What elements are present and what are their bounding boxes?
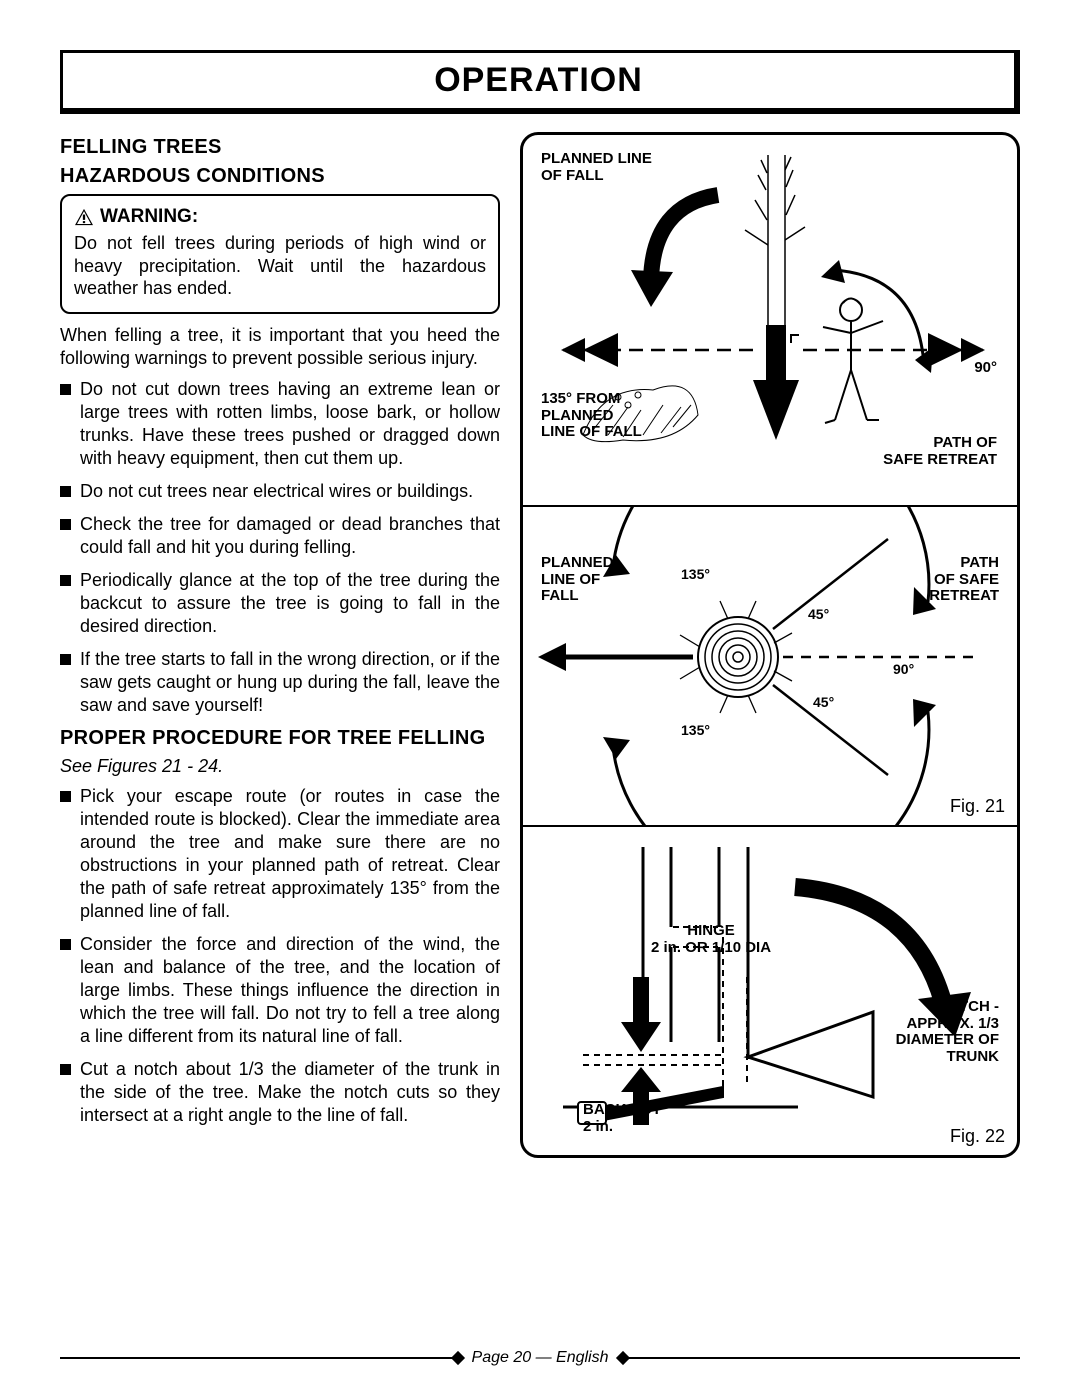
- footer-rule-left: [60, 1357, 458, 1359]
- see-figures: See Figures 21 - 24.: [60, 756, 500, 777]
- list-item: Cut a notch about 1/3 the diameter of th…: [60, 1058, 500, 1127]
- warning-icon: [74, 208, 94, 226]
- heading-felling: FELLING TREES: [60, 136, 500, 159]
- figure-22: HINGE 2 in. OR 1/10 DIA NOTCH - APPROX. …: [523, 825, 1017, 1155]
- fig21-caption: Fig. 21: [950, 796, 1005, 817]
- heading-hazardous: HAZARDOUS CONDITIONS: [60, 165, 500, 188]
- label-planned-line-mid: PLANNED LINE OF FALL: [541, 555, 614, 605]
- columns: FELLING TREES HAZARDOUS CONDITIONS WARNI…: [60, 132, 1020, 1158]
- label-45a: 45°: [808, 607, 829, 622]
- label-path-retreat-mid: PATH OF SAFE RETREAT: [929, 555, 999, 605]
- warning-label: WARNING:: [100, 206, 198, 228]
- page: OPERATION FELLING TREES HAZARDOUS CONDIT…: [0, 0, 1080, 1397]
- list-item: If the tree starts to fall in the wrong …: [60, 648, 500, 717]
- figure-container: PLANNED LINE OF FALL 90° 135° FROM PLANN…: [520, 132, 1020, 1158]
- list-item: Check the tree for damaged or dead branc…: [60, 513, 500, 559]
- heading-proper: PROPER PROCEDURE FOR TREE FELLING: [60, 727, 500, 750]
- list-item: Do not cut trees near electrical wires o…: [60, 480, 500, 503]
- figure-21-top: PLANNED LINE OF FALL 90° 135° FROM PLANN…: [523, 135, 1017, 505]
- label-notch: NOTCH - APPROX. 1/3 DIAMETER OF TRUNK: [896, 999, 999, 1065]
- intro-paragraph: When felling a tree, it is important tha…: [60, 324, 500, 370]
- section-title: OPERATION: [434, 61, 643, 99]
- warning-header: WARNING:: [74, 206, 486, 228]
- label-planned-line-top: PLANNED LINE OF FALL: [541, 151, 652, 184]
- label-hinge: HINGE 2 in. OR 1/10 DIA: [651, 923, 771, 956]
- column-left: FELLING TREES HAZARDOUS CONDITIONS WARNI…: [60, 132, 500, 1158]
- label-90-mid: 90°: [893, 662, 914, 677]
- section-title-box: OPERATION: [60, 50, 1020, 114]
- warning-box: WARNING: Do not fell trees during period…: [60, 194, 500, 314]
- figure-21-bottom: PLANNED LINE OF FALL 135° 135° 45° 45° 9…: [523, 505, 1017, 825]
- label-45b: 45°: [813, 695, 834, 710]
- label-backcut: BACK CUT 2 in.: [583, 1102, 661, 1135]
- column-right: PLANNED LINE OF FALL 90° 135° FROM PLANN…: [520, 132, 1020, 1158]
- list-item: Do not cut down trees having an extreme …: [60, 378, 500, 470]
- list-item: Pick your escape route (or routes in cas…: [60, 785, 500, 923]
- bullets-procedure: Pick your escape route (or routes in cas…: [60, 785, 500, 1127]
- footer-text: Page 20 — English: [472, 1349, 609, 1367]
- bullets-hazardous: Do not cut down trees having an extreme …: [60, 378, 500, 717]
- list-item: Periodically glance at the top of the tr…: [60, 569, 500, 638]
- label-135b: 135°: [681, 723, 710, 738]
- label-135-from: 135° FROM PLANNED LINE OF FALL: [541, 391, 642, 441]
- label-135a: 135°: [681, 567, 710, 582]
- page-footer: Page 20 — English: [60, 1349, 1020, 1367]
- footer-rule-right: [623, 1357, 1021, 1359]
- label-path-retreat-top: PATH OF SAFE RETREAT: [883, 435, 997, 468]
- warning-text: Do not fell trees during periods of high…: [74, 232, 486, 300]
- list-item: Consider the force and direction of the …: [60, 933, 500, 1048]
- label-90: 90°: [974, 360, 997, 377]
- fig22-caption: Fig. 22: [950, 1126, 1005, 1147]
